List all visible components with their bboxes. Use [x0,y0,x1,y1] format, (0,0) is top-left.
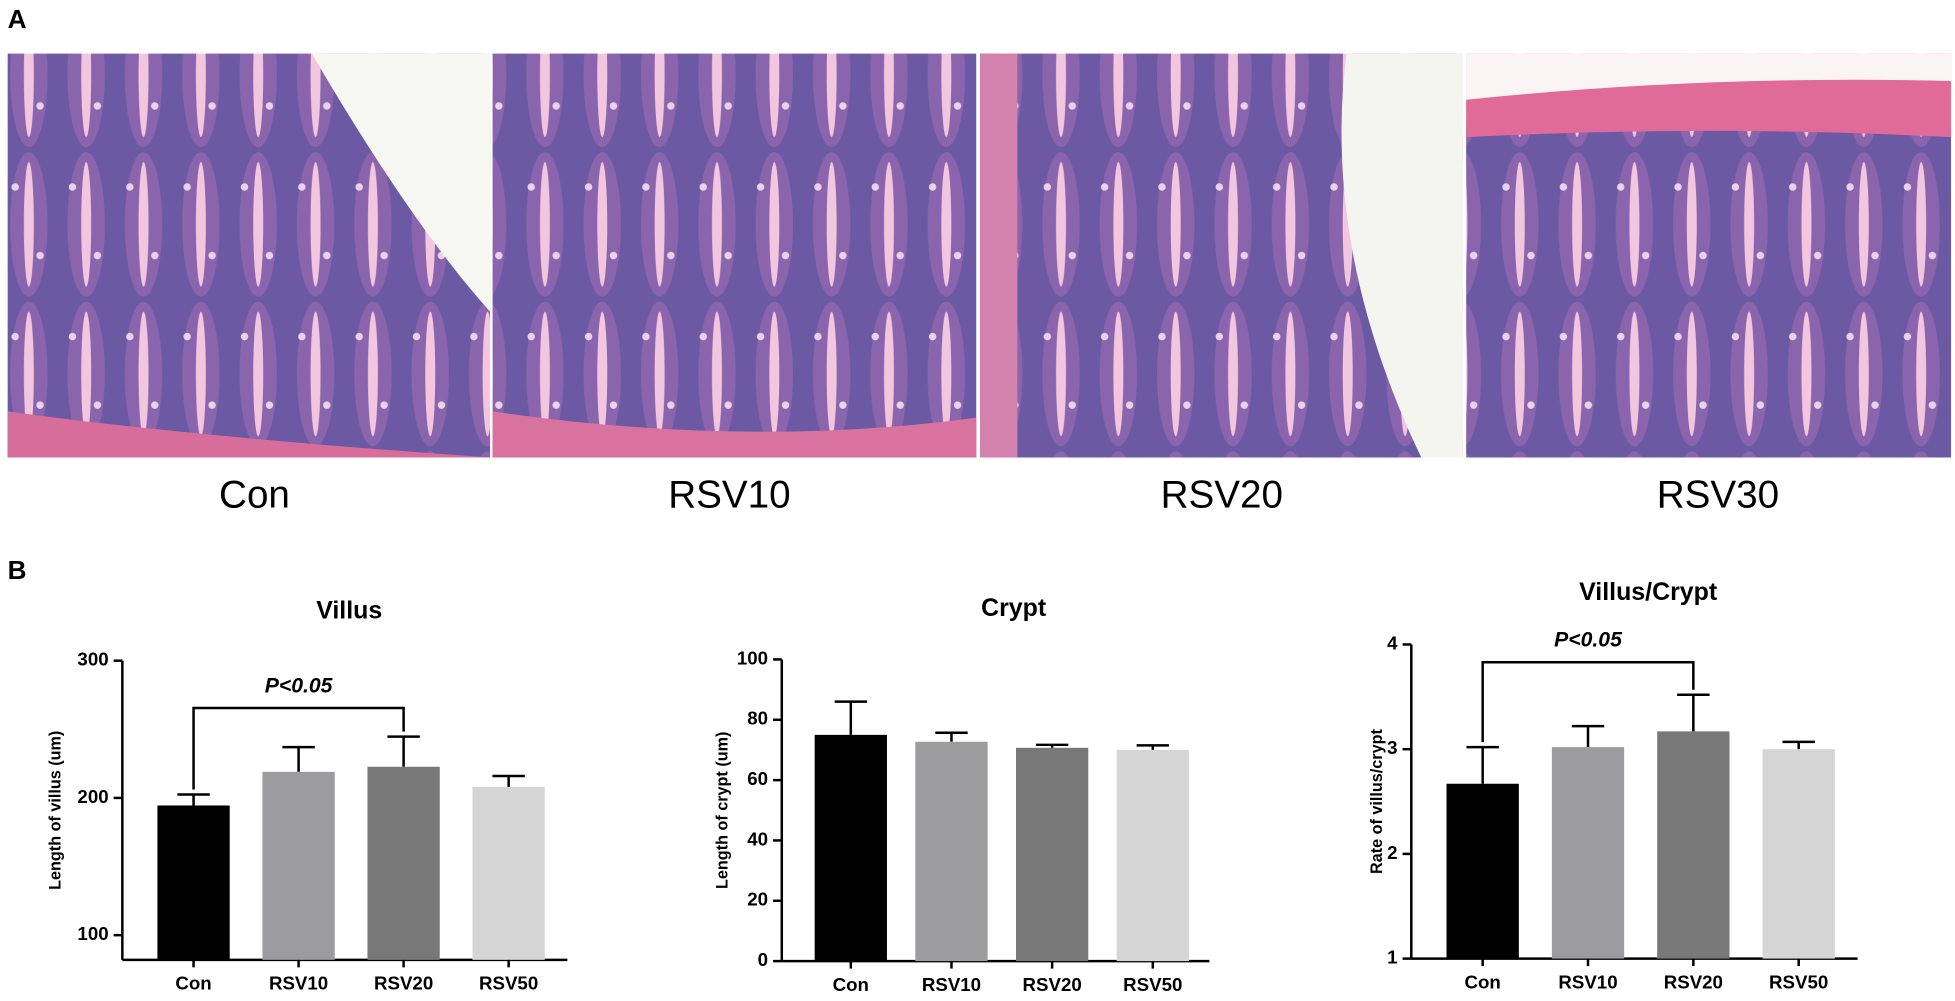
x-tick-label: RSV50 [479,973,538,994]
bar [1657,731,1730,959]
y-axis-label: Length of crypt (um) [713,732,731,889]
y-tick-label: 20 [747,889,768,910]
y-tick-label: 40 [747,828,768,849]
x-tick-label: Con [833,974,869,995]
chart-title: Crypt [981,594,1046,622]
micrograph [492,53,977,458]
y-tick-label: 2 [1387,842,1397,863]
panel-label: A [8,4,27,34]
bar [1446,783,1519,959]
y-axis-label: Rate of villus/crypt [1368,729,1386,874]
x-tick-label: RSV20 [374,973,433,994]
x-tick-label: RSV10 [269,973,328,994]
chart-title: Villus/Crypt [1579,578,1717,606]
micrograph [7,53,491,458]
x-tick-label: RSV50 [1769,971,1828,992]
bar [1762,749,1835,959]
bar [1015,747,1089,962]
bar [157,805,230,960]
significance-bracket [192,706,405,790]
y-tick-label: 0 [758,949,768,970]
bar [367,766,440,960]
panel-label: B [8,555,27,585]
y-tick-label: 4 [1387,632,1398,653]
image-caption: Con [219,474,290,517]
y-tick-label: 100 [737,647,768,668]
y-tick-label: 100 [77,923,108,944]
y-axis-label: Length of villus (um) [47,731,65,890]
x-tick-label: RSV20 [1023,974,1082,995]
y-tick-label: 200 [77,786,108,807]
x-tick-label: Con [1465,971,1501,992]
y-tick-label: 300 [77,649,108,670]
micrograph [979,53,1463,458]
x-tick-label: RSV10 [1558,971,1617,992]
image-caption: RSV10 [668,474,790,517]
bar [814,734,887,962]
x-tick-label: RSV10 [922,974,981,995]
bar [915,741,988,962]
image-caption: RSV30 [1657,474,1779,517]
y-tick-label: 80 [747,708,768,729]
x-tick-label: Con [175,973,211,994]
bar [1551,747,1625,959]
y-tick-label: 1 [1387,947,1397,968]
annotation: P<0.05 [265,674,334,697]
bar [472,786,545,960]
annotation: P<0.05 [1554,629,1623,652]
y-tick-label: 3 [1387,737,1397,758]
significance-bracket [1481,661,1695,743]
bar [262,771,335,960]
x-tick-label: RSV20 [1664,971,1723,992]
y-tick-label: 60 [747,768,768,789]
chart-title: Villus [316,597,382,625]
x-tick-label: RSV50 [1123,974,1182,995]
micrograph [1466,53,1952,458]
image-caption: RSV20 [1161,474,1283,517]
bar [1116,749,1189,962]
